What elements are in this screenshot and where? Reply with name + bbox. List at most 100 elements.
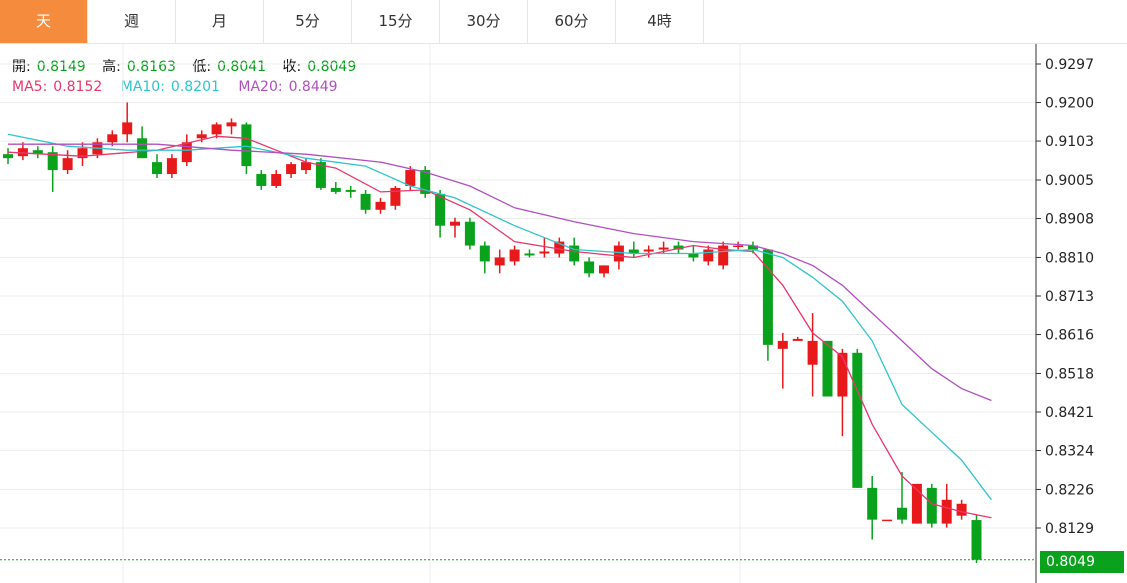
ma-line-ma20 [8,143,992,402]
candle-body [718,245,729,266]
candle-body [152,162,162,175]
candle-body [748,245,758,250]
candle-body [77,148,88,159]
ma-line-ma10 [7,133,992,501]
candle-body [613,245,624,262]
candle-body [509,249,520,262]
y-tick-label: 0.8810 [1045,250,1094,266]
candle-body [345,189,356,192]
candle-body [137,138,148,159]
tab-6[interactable]: 60分 [528,0,616,43]
y-tick-label: 0.8324 [1045,444,1094,460]
candle-body [196,134,207,139]
candle-body [941,499,952,524]
candle-body [241,124,252,167]
candle-body [226,122,237,127]
candle-body [211,124,222,135]
candle-body [822,340,833,397]
candle-body [926,487,937,524]
open-value: 0.8149 [36,59,86,75]
candle-body [107,134,118,143]
candle-body [897,507,907,520]
candle-body [673,245,684,250]
candle-body [3,154,13,159]
ma-legend: MA5: 0.8152 MA10: 0.8201 MA20: 0.8449 [12,79,344,95]
tab-5[interactable]: 30分 [440,0,528,43]
candle-body [450,221,460,226]
candle-body [807,340,818,365]
candle-body [882,519,893,522]
y-tick-label: 0.8713 [1045,289,1094,305]
candle-body [554,241,565,254]
candle-body [32,150,43,155]
candle-body [658,247,669,250]
candle-body [330,187,341,192]
candle-body [643,249,654,252]
candle-body [315,162,326,188]
high-value: 0.8163 [126,59,176,75]
ma5-label: MA5: [12,79,48,95]
y-tick-label: 0.9200 [1045,96,1094,112]
y-tick-label: 0.9103 [1045,134,1094,150]
ma10-label: MA10: [120,79,165,95]
candle-body [256,174,267,186]
candle-body [524,253,535,256]
high-label: 高: [102,59,121,75]
current-price-tag: 0.8049 [1040,551,1124,573]
candle-body [584,261,595,274]
candle-body [599,265,609,274]
candle-body [301,162,311,171]
candle-body [792,338,803,341]
candle-body [971,520,982,560]
candle-body [569,245,580,262]
close-value: 0.8049 [307,59,357,75]
y-tick-label: 0.8226 [1045,482,1094,498]
candle-body [181,142,192,163]
candle-body [435,193,446,226]
tab-0[interactable]: 天 [0,0,88,43]
tab-1[interactable]: 週 [88,0,176,43]
tab-3[interactable]: 5分 [264,0,352,43]
candle-body [703,249,714,262]
y-tick-label: 0.9297 [1045,57,1094,73]
candle-body [62,158,73,171]
candle-body [122,122,133,135]
y-tick-label: 0.8908 [1045,212,1094,228]
candle-body [733,245,744,248]
candle-body [464,221,475,246]
candle-body [837,352,848,397]
open-label: 開: [12,59,31,75]
candle-body [375,201,386,210]
candle-body [867,487,878,520]
candle-body [47,152,58,171]
y-tick-label: 0.8518 [1045,366,1094,382]
candle-body [494,257,505,266]
close-label: 收: [282,59,302,75]
tab-7[interactable]: 4時 [616,0,704,43]
candle-body [479,245,490,262]
candle-body [911,483,922,524]
candle-body [405,170,416,186]
y-tick-label: 0.8129 [1045,521,1094,537]
candle-body [420,170,431,194]
y-tick-label: 0.8616 [1045,328,1094,344]
y-tick-label: 0.9005 [1045,173,1094,189]
timeframe-tabs: 天週月 5分 15分 30分 60分 4時 [0,0,1127,44]
tab-2[interactable]: 月 [176,0,264,43]
candlestick-chart: 0.9297 0.9200 0.9103 0.9005 0.8908 0.8810 0.87… [0,44,1094,583]
low-label: 低: [192,59,212,75]
candle-body [271,174,282,186]
candle-body [688,253,699,258]
ma5-value: 0.8152 [53,79,103,95]
candle-body [286,164,297,175]
candle-body [777,340,788,349]
candle-body [956,503,967,516]
tab-4[interactable]: 15分 [352,0,440,43]
ohlc-legend: 開: 0.8149 高: 0.8163 低: 0.8041 收: 0.8049 [12,56,368,76]
candle-body [762,249,773,345]
candle-body [539,251,550,254]
candle-body [360,193,371,210]
ma20-label: MA20: [238,79,283,95]
ma10-value: 0.8201 [170,79,220,95]
y-tick-label: 0.8421 [1045,405,1094,421]
